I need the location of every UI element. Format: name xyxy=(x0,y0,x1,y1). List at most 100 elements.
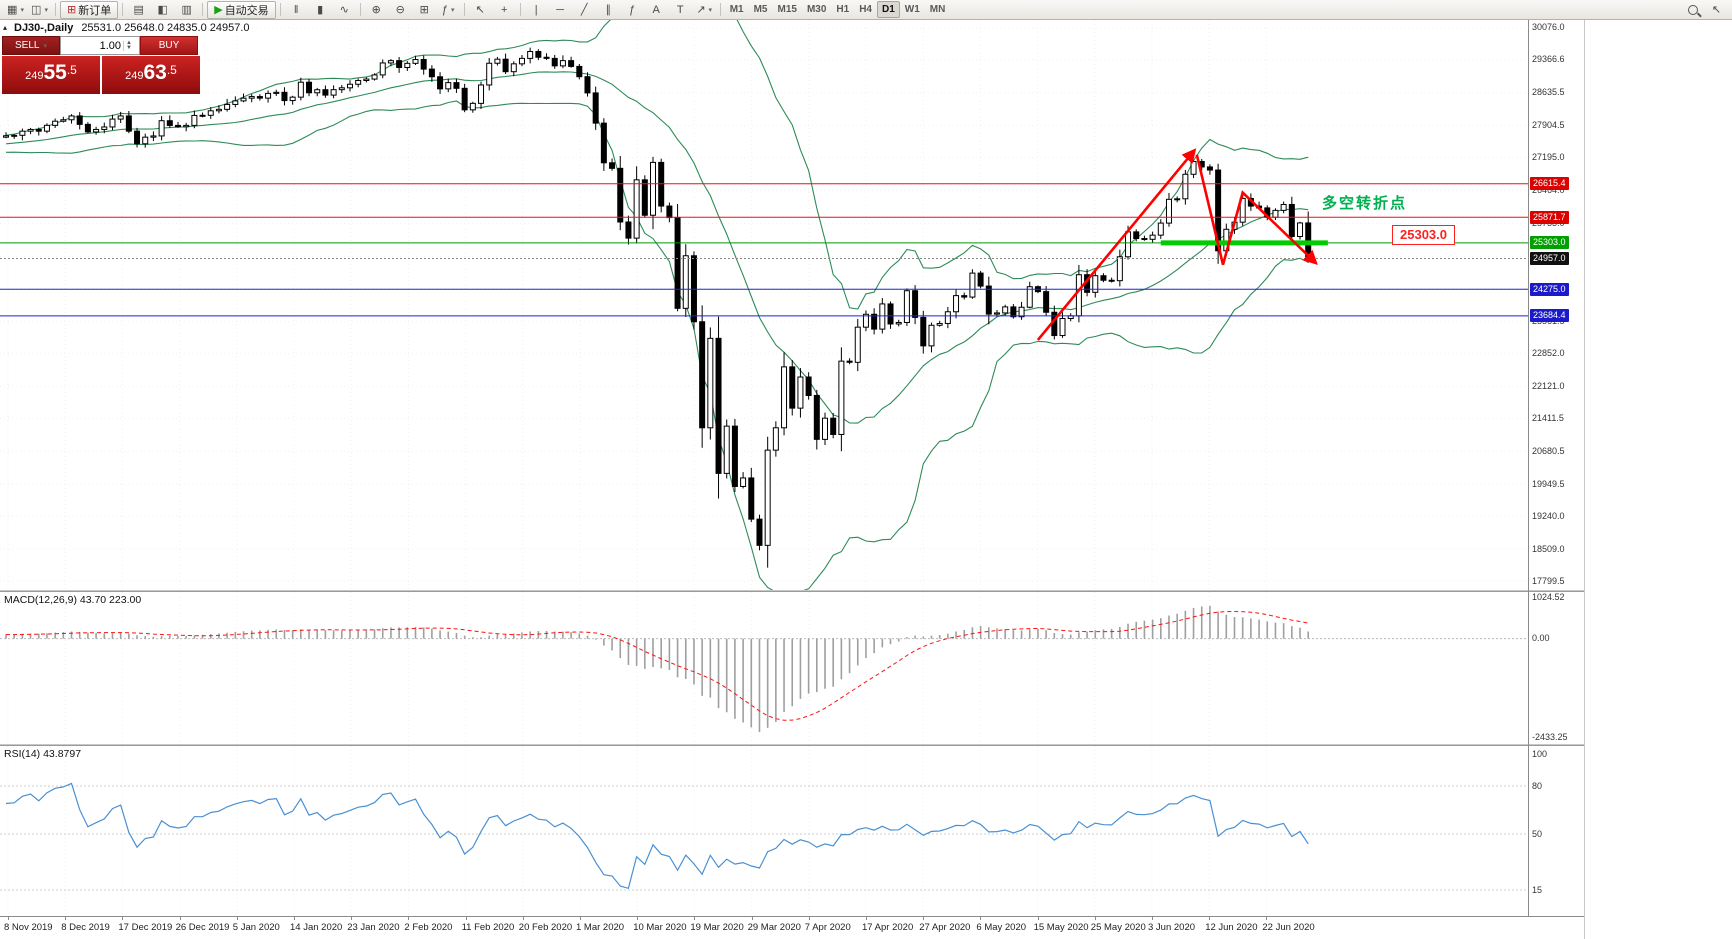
timeframe-h1[interactable]: H1 xyxy=(836,4,850,15)
timeframe-mn[interactable]: MN xyxy=(929,4,946,15)
axis-label: 19240.0 xyxy=(1532,510,1565,521)
axis-label: 21411.5 xyxy=(1532,412,1564,423)
buy-price[interactable]: 249 63.5 xyxy=(102,56,200,94)
axis-label: 19949.5 xyxy=(1532,478,1565,489)
time-tick xyxy=(580,917,581,920)
time-tick xyxy=(637,917,639,920)
price-axis[interactable]: 30076.0 29366.6 28635.5 27904.5 27195.0 26464… xyxy=(1528,20,1584,939)
text-tool-icon[interactable]: A xyxy=(652,3,660,16)
macd-panel-canvas[interactable] xyxy=(0,592,1528,744)
time-label: 15 May 2020 xyxy=(1033,922,1089,933)
toolbar-separator xyxy=(519,3,521,16)
time-tick xyxy=(408,917,410,920)
volume-stepper[interactable]: ▲ ▼ xyxy=(123,39,134,51)
volume-down-icon[interactable]: ▼ xyxy=(126,44,132,51)
vertical-line-tool-icon[interactable]: | xyxy=(534,3,538,16)
terminal-icon[interactable]: ▥ xyxy=(181,4,192,16)
axis-label: 22121.0 xyxy=(1532,380,1565,391)
fibonacci-tool-icon[interactable]: ƒ xyxy=(629,3,636,16)
rsi-panel-splitter[interactable] xyxy=(0,744,1584,746)
chart-window: 30076.0 29366.6 28635.5 27904.5 27195.0 26464… xyxy=(0,20,1585,939)
quick-navigation-icon[interactable]: ↖ xyxy=(1711,4,1722,16)
timeframe-switcher: M1 M5 M15 M30 H1 H4 D1 W1 MN xyxy=(725,1,951,18)
arrows-tool-icon[interactable]: ↗ ▾ xyxy=(696,4,713,16)
toolbar-separator xyxy=(359,3,361,16)
zoom-out-icon[interactable]: ⊖ xyxy=(395,4,405,16)
buy-button[interactable]: BUY xyxy=(140,36,198,55)
macd-signal-line xyxy=(6,610,1309,721)
axis-label: 17799.5 xyxy=(1532,575,1565,586)
time-label: 26 Dec 2019 xyxy=(175,922,230,933)
time-tick xyxy=(1037,917,1039,920)
time-label: 1 Mar 2020 xyxy=(576,922,625,933)
crosshair-icon[interactable]: + xyxy=(500,3,508,16)
chart-title: DJ30-,Daily 25531.0 25648.0 24835.0 24957… xyxy=(14,22,250,34)
horizontal-line-tool-icon[interactable]: ─ xyxy=(556,3,565,16)
buy-button-label: BUY xyxy=(158,40,180,51)
indicators-list-icon[interactable]: ƒ ▾ xyxy=(441,3,455,16)
time-label: 23 Jan 2020 xyxy=(347,922,400,933)
bar-chart-mode-icon[interactable]: ‖ xyxy=(293,3,299,16)
timeframe-w1[interactable]: W1 xyxy=(904,4,920,15)
trend-zigzag-annotation[interactable] xyxy=(1036,148,1318,341)
time-label: 14 Jan 2020 xyxy=(290,922,343,933)
axis-label: 18509.0 xyxy=(1532,543,1565,554)
main-chart-canvas[interactable] xyxy=(0,20,1528,590)
volume-up-icon[interactable]: ▲ xyxy=(126,39,132,46)
sell-button[interactable]: SELL ▾ xyxy=(2,36,60,55)
timeframe-m15[interactable]: M15 xyxy=(777,4,797,15)
tile-windows-icon[interactable]: ⊞ xyxy=(419,4,429,16)
axis-label: 15 xyxy=(1532,884,1543,895)
line-chart-mode-icon[interactable]: ∿ xyxy=(339,4,349,16)
price-axis-border xyxy=(1528,20,1529,916)
new-chart-icon[interactable]: ▦ ▾ xyxy=(7,4,24,16)
one-click-collapse-icon[interactable]: ▴ xyxy=(3,23,8,32)
price-badge: 25303.0 xyxy=(1530,236,1569,250)
macd-panel-splitter[interactable] xyxy=(0,590,1584,592)
time-label: 8 Dec 2019 xyxy=(61,922,110,933)
timeframe-h4[interactable]: H4 xyxy=(859,4,872,15)
timeframe-m5[interactable]: M5 xyxy=(753,4,768,15)
label-tool-icon[interactable]: T xyxy=(676,3,684,16)
timeframe-d1[interactable]: D1 xyxy=(877,1,900,18)
ohlc-values: 25531.0 25648.0 24835.0 24957.0 xyxy=(81,22,250,34)
trendline-tool-icon[interactable]: ╱ xyxy=(580,4,588,16)
horizontal-level-lines[interactable] xyxy=(0,183,1528,317)
axis-label: 80 xyxy=(1532,780,1543,791)
sell-price[interactable]: 249 55.5 xyxy=(2,56,100,94)
time-label: 27 Apr 2020 xyxy=(919,922,971,933)
toolbar-separator xyxy=(55,3,56,16)
channel-tool-icon[interactable]: ∥ xyxy=(605,4,611,16)
price-badge: 25871.7 xyxy=(1530,210,1569,224)
candlestick-mode-icon[interactable]: ▮ xyxy=(317,4,324,16)
volume-input[interactable] xyxy=(61,39,123,52)
time-label: 25 May 2020 xyxy=(1090,922,1146,933)
rsi-panel-canvas[interactable] xyxy=(0,746,1528,916)
axis-label: 26464.0 xyxy=(1532,185,1565,196)
time-tick xyxy=(866,917,867,920)
sell-dropdown-caret-icon[interactable]: ▾ xyxy=(43,42,47,50)
turning-point-annotation[interactable]: 多空转折点 xyxy=(1322,195,1408,212)
search-icon[interactable] xyxy=(1681,1,1704,19)
time-tick xyxy=(694,917,696,920)
pivot-price-flag[interactable]: 25303.0 xyxy=(1392,225,1455,245)
cursor-icon[interactable]: ↖ xyxy=(475,4,485,16)
time-axis[interactable]: 8 Nov 2019 8 Dec 2019 17 Dec 2019 26 Dec 20… xyxy=(0,916,1584,939)
timeframe-m1[interactable]: M1 xyxy=(729,4,744,15)
market-watch-icon[interactable]: ▤ xyxy=(133,4,144,16)
axis-label: 50 xyxy=(1532,828,1543,839)
time-tick xyxy=(236,917,238,920)
profiles-icon[interactable]: ◫ ▾ xyxy=(31,4,48,16)
axis-label: 30076.0 xyxy=(1532,22,1565,33)
time-tick xyxy=(808,917,810,920)
navigator-icon[interactable]: ◧ xyxy=(157,4,168,16)
new-order-button[interactable]: ⊞ 新订单 xyxy=(60,0,119,19)
zoom-in-icon[interactable]: ⊕ xyxy=(371,4,381,16)
time-tick xyxy=(1266,917,1268,920)
autotrading-button[interactable]: ▶ 自动交易 xyxy=(207,0,276,19)
timeframe-m30[interactable]: M30 xyxy=(806,4,827,15)
time-label: 29 Mar 2020 xyxy=(747,922,801,933)
time-label: 3 Jun 2020 xyxy=(1148,922,1196,933)
axis-label: 0.00 xyxy=(1532,633,1550,644)
time-label: 20 Feb 2020 xyxy=(518,922,573,933)
